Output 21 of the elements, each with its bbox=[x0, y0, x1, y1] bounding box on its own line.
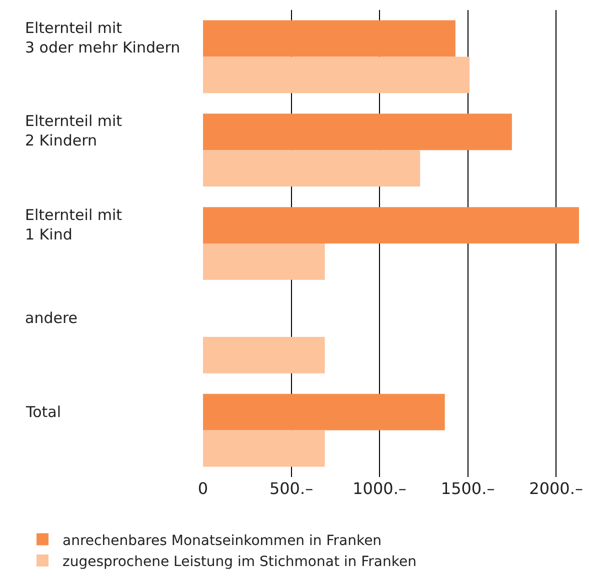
y-tick-label: andere bbox=[25, 309, 78, 327]
legend-label: anrechenbares Monatseinkommen in Franken bbox=[62, 532, 382, 549]
y-tick-label: Elternteil mit 3 oder mehr Kindern bbox=[25, 19, 180, 56]
x-tick-label: 1500.– bbox=[440, 479, 495, 498]
bar bbox=[203, 336, 325, 374]
bar bbox=[203, 150, 420, 187]
y-tick-label: Total bbox=[25, 403, 62, 421]
bar bbox=[203, 207, 579, 244]
bar bbox=[203, 430, 325, 467]
x-tick-label: 0 bbox=[198, 479, 208, 498]
bar bbox=[203, 114, 512, 150]
x-tick-label: 1000.– bbox=[352, 479, 406, 498]
bar bbox=[203, 56, 470, 94]
legend-label: zugesprochene Leistung im Stichmonat in Franken bbox=[62, 554, 416, 570]
bar bbox=[203, 244, 325, 280]
y-tick-label: Elternteil mit 2 Kindern bbox=[25, 112, 122, 150]
x-tick-label: 500.– bbox=[269, 479, 314, 498]
bar bbox=[203, 20, 456, 57]
bar bbox=[203, 394, 445, 430]
x-tick-label: 2000.– bbox=[529, 479, 583, 498]
y-tick-label: Elternteil mit 1 Kind bbox=[25, 206, 122, 244]
